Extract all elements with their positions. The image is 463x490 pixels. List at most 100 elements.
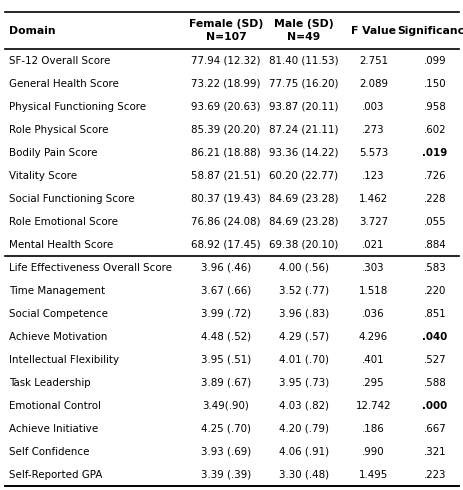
Text: 4.29 (.57): 4.29 (.57) <box>278 332 328 342</box>
Text: Emotional Control: Emotional Control <box>9 400 101 411</box>
Text: Achieve Motivation: Achieve Motivation <box>9 332 107 342</box>
Text: .958: .958 <box>422 101 445 112</box>
Text: .036: .036 <box>362 309 384 318</box>
Text: .295: .295 <box>362 378 384 388</box>
Text: 80.37 (19.43): 80.37 (19.43) <box>191 194 260 203</box>
Text: 4.20 (.79): 4.20 (.79) <box>278 423 328 434</box>
Text: .000: .000 <box>421 400 446 411</box>
Text: 85.39 (20.20): 85.39 (20.20) <box>191 124 260 135</box>
Text: 1.518: 1.518 <box>358 286 388 295</box>
Text: Social Functioning Score: Social Functioning Score <box>9 194 135 203</box>
Text: Domain: Domain <box>9 25 56 36</box>
Text: Role Emotional Score: Role Emotional Score <box>9 217 118 226</box>
Text: 1.495: 1.495 <box>358 469 388 480</box>
Text: 3.39 (.39): 3.39 (.39) <box>200 469 250 480</box>
Text: 4.296: 4.296 <box>358 332 387 342</box>
Text: 4.03 (.82): 4.03 (.82) <box>278 400 328 411</box>
Text: 3.30 (.48): 3.30 (.48) <box>278 469 328 480</box>
Text: .273: .273 <box>362 124 384 135</box>
Text: .040: .040 <box>421 332 446 342</box>
Text: .021: .021 <box>362 240 384 249</box>
Text: .003: .003 <box>362 101 384 112</box>
Text: 3.52 (.77): 3.52 (.77) <box>278 286 328 295</box>
Text: 3.67 (.66): 3.67 (.66) <box>200 286 250 295</box>
Text: .884: .884 <box>422 240 445 249</box>
Text: Self-Reported GPA: Self-Reported GPA <box>9 469 102 480</box>
Text: 68.92 (17.45): 68.92 (17.45) <box>191 240 260 249</box>
Text: 87.24 (21.11): 87.24 (21.11) <box>269 124 338 135</box>
Text: 3.727: 3.727 <box>358 217 387 226</box>
Text: 3.93 (.69): 3.93 (.69) <box>200 446 250 457</box>
Text: 3.99 (.72): 3.99 (.72) <box>200 309 250 318</box>
Text: 84.69 (23.28): 84.69 (23.28) <box>269 194 338 203</box>
Text: 2.089: 2.089 <box>358 78 387 89</box>
Text: Mental Health Score: Mental Health Score <box>9 240 113 249</box>
Text: .099: .099 <box>423 55 445 66</box>
Text: 3.96 (.46): 3.96 (.46) <box>200 263 250 272</box>
Text: .321: .321 <box>423 446 445 457</box>
Text: 93.87 (20.11): 93.87 (20.11) <box>269 101 338 112</box>
Text: .583: .583 <box>422 263 445 272</box>
Text: 4.06 (.91): 4.06 (.91) <box>278 446 328 457</box>
Text: 60.20 (22.77): 60.20 (22.77) <box>269 171 338 180</box>
Text: 3.89 (.67): 3.89 (.67) <box>200 378 250 388</box>
Text: 2.751: 2.751 <box>358 55 387 66</box>
Text: 4.01 (.70): 4.01 (.70) <box>278 355 328 365</box>
Text: 3.49(.90): 3.49(.90) <box>202 400 249 411</box>
Text: 3.95 (.73): 3.95 (.73) <box>278 378 328 388</box>
Text: 84.69 (23.28): 84.69 (23.28) <box>269 217 338 226</box>
Text: .401: .401 <box>362 355 384 365</box>
Text: .303: .303 <box>362 263 384 272</box>
Text: Task Leadership: Task Leadership <box>9 378 91 388</box>
Text: 4.48 (.52): 4.48 (.52) <box>200 332 250 342</box>
Text: .726: .726 <box>423 171 445 180</box>
Text: .186: .186 <box>361 423 384 434</box>
Text: .055: .055 <box>423 217 445 226</box>
Text: Self Confidence: Self Confidence <box>9 446 89 457</box>
Text: 77.75 (16.20): 77.75 (16.20) <box>269 78 338 89</box>
Text: 5.573: 5.573 <box>358 147 388 158</box>
Text: Time Management: Time Management <box>9 286 105 295</box>
Text: 3.95 (.51): 3.95 (.51) <box>200 355 250 365</box>
Text: .228: .228 <box>423 194 445 203</box>
Text: 77.94 (12.32): 77.94 (12.32) <box>191 55 260 66</box>
Text: 1.462: 1.462 <box>358 194 387 203</box>
Text: .220: .220 <box>423 286 445 295</box>
Text: General Health Score: General Health Score <box>9 78 119 89</box>
Text: 3.96 (.83): 3.96 (.83) <box>278 309 328 318</box>
Text: .527: .527 <box>423 355 445 365</box>
Text: Social Competence: Social Competence <box>9 309 108 318</box>
Text: F Value: F Value <box>350 25 395 36</box>
Text: Male (SD)
N=49: Male (SD) N=49 <box>274 20 333 42</box>
Text: 73.22 (18.99): 73.22 (18.99) <box>191 78 260 89</box>
Text: Role Physical Score: Role Physical Score <box>9 124 108 135</box>
Text: .667: .667 <box>422 423 445 434</box>
Text: .990: .990 <box>362 446 384 457</box>
Text: Life Effectiveness Overall Score: Life Effectiveness Overall Score <box>9 263 172 272</box>
Text: 58.87 (21.51): 58.87 (21.51) <box>191 171 260 180</box>
Text: SF-12 Overall Score: SF-12 Overall Score <box>9 55 110 66</box>
Text: 93.36 (14.22): 93.36 (14.22) <box>269 147 338 158</box>
Text: Physical Functioning Score: Physical Functioning Score <box>9 101 146 112</box>
Text: .150: .150 <box>423 78 445 89</box>
Text: .019: .019 <box>421 147 446 158</box>
Text: Bodily Pain Score: Bodily Pain Score <box>9 147 98 158</box>
Text: 69.38 (20.10): 69.38 (20.10) <box>269 240 338 249</box>
Text: 76.86 (24.08): 76.86 (24.08) <box>191 217 260 226</box>
Text: 81.40 (11.53): 81.40 (11.53) <box>269 55 338 66</box>
Text: 4.25 (.70): 4.25 (.70) <box>200 423 250 434</box>
Text: Vitality Score: Vitality Score <box>9 171 77 180</box>
Text: Intellectual Flexibility: Intellectual Flexibility <box>9 355 119 365</box>
Text: Female (SD)
N=107: Female (SD) N=107 <box>188 20 263 42</box>
Text: 93.69 (20.63): 93.69 (20.63) <box>191 101 260 112</box>
Text: .123: .123 <box>362 171 384 180</box>
Text: 4.00 (.56): 4.00 (.56) <box>278 263 328 272</box>
Text: .602: .602 <box>423 124 445 135</box>
Text: .851: .851 <box>422 309 445 318</box>
Text: Achieve Initiative: Achieve Initiative <box>9 423 98 434</box>
Text: Significance: Significance <box>397 25 463 36</box>
Text: 12.742: 12.742 <box>355 400 390 411</box>
Text: .588: .588 <box>422 378 445 388</box>
Text: .223: .223 <box>423 469 445 480</box>
Text: 86.21 (18.88): 86.21 (18.88) <box>191 147 260 158</box>
